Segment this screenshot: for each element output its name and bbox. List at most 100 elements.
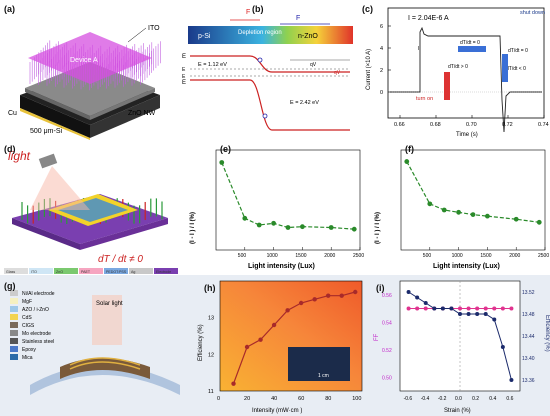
i-ytick-left: 0.52 xyxy=(382,348,392,354)
i-ytick-right: 13.52 xyxy=(522,290,535,296)
current-trace xyxy=(390,26,542,133)
psi-label: p-Si xyxy=(198,33,211,40)
solar-label: Solar light xyxy=(96,301,123,307)
f-xlabel: Light intensity (Lux) xyxy=(433,263,500,270)
panel-label-h: (h) xyxy=(204,283,216,293)
i-point-efficiency xyxy=(440,306,445,311)
chart-h-point xyxy=(325,293,331,298)
c-xtick-label: 0.72 xyxy=(502,122,513,128)
i-point-ff xyxy=(475,306,480,311)
si-layer-left xyxy=(20,95,90,138)
c-xlabel: Time (s) xyxy=(456,132,478,138)
i-ytick-right: 13.48 xyxy=(522,312,535,318)
c-ytick-label: 6 xyxy=(380,24,383,30)
cu-text: Cu xyxy=(8,110,17,117)
g-legend-label: Mica xyxy=(22,355,33,361)
i-point-efficiency xyxy=(475,312,480,316)
turnon-label: turn on xyxy=(416,96,433,102)
chart-e-point xyxy=(256,222,262,228)
zno-text: ZnO NW xyxy=(128,110,156,117)
c-ytick-label: 0 xyxy=(380,90,383,96)
chart-h-point xyxy=(285,308,290,313)
d-legend: Glass ITO ZnO PAET PEDOT:PSS Ag Electrode xyxy=(4,268,178,274)
ito-layer xyxy=(28,32,152,84)
panel-label-a: (a) xyxy=(4,4,15,14)
d-legend-swatch xyxy=(54,268,78,274)
d-legend-label: Glass xyxy=(6,270,15,274)
chart-f-xtick: 2000 xyxy=(509,253,520,259)
panel-e: (e) Light intensity (Lux) (I - I ) / I (… xyxy=(180,140,365,275)
chart-f-point xyxy=(470,212,476,218)
i-point-ff xyxy=(500,306,505,311)
qdvl-text: qV xyxy=(310,62,317,68)
chart-f-xtick: 1500 xyxy=(480,253,491,259)
chart-h-point xyxy=(353,289,358,295)
chart-f-xtick: 500 xyxy=(423,253,432,259)
i-point-efficiency xyxy=(500,345,505,349)
panel-label-e: (e) xyxy=(220,144,231,154)
g-legend-label: MgF xyxy=(22,299,32,305)
chart-e-point xyxy=(300,224,305,230)
g-legend-swatch xyxy=(10,346,18,352)
i-xtick: -0.4 xyxy=(421,396,430,402)
h-xtick: 20 xyxy=(244,396,250,402)
scale-label: 1 cm xyxy=(318,373,329,379)
chart-e-xtick: 1500 xyxy=(295,253,306,259)
panel-g: (g) Ni/Al electrode MgF AZO / i-ZnO CdS CIGS… xyxy=(0,275,190,416)
h-xtick: 40 xyxy=(271,396,277,402)
h-xlabel: Intensity (mW·cm ) xyxy=(252,408,302,414)
ito-text: ITO xyxy=(148,25,160,32)
i-xtick: -0.6 xyxy=(404,396,413,402)
fpe-label: F xyxy=(246,9,250,16)
i-xtick: 0.0 xyxy=(455,396,462,402)
d-legend-label: Electrode xyxy=(156,270,171,274)
d-legend-swatch xyxy=(29,268,53,274)
i-point-ff xyxy=(509,306,514,311)
i-point-ff xyxy=(406,306,411,311)
lamp-icon xyxy=(38,153,58,169)
d-legend-swatch xyxy=(104,268,128,274)
cigs-illustration: Ni/Al electrode MgF AZO / i-ZnO CdS CIGS Mo e… xyxy=(0,275,190,416)
g-legend-swatch xyxy=(10,314,18,320)
c-x-ticks: 0.66 0.68 0.70 0.72 0.74 xyxy=(394,115,549,128)
i-ytick-right: 13.44 xyxy=(522,334,535,340)
chart-e-point xyxy=(285,225,291,230)
e-ylabel: (I - I ) / I (%) xyxy=(190,212,196,244)
layer-bar xyxy=(188,26,353,44)
device-a-illustration: Device A ITO Cu ZnO NW 500 μm-Si xyxy=(8,25,161,140)
c-xtick-label: 0.66 xyxy=(394,122,405,128)
nzno-label: n-ZnO xyxy=(298,33,318,40)
si-layer-right xyxy=(90,95,160,138)
chart-f: Light intensity (Lux) (I - I ) / I (%) 5… xyxy=(375,149,549,270)
i-ylabel-left: FF xyxy=(374,333,380,341)
chart-e-point xyxy=(328,225,334,230)
formula-label: dT / dt ≠ 0 xyxy=(98,254,143,265)
chart-e-point xyxy=(351,226,357,232)
chart-f-point xyxy=(427,201,433,207)
i-point-ff xyxy=(423,306,428,311)
i-xlabel: Strain (%) xyxy=(444,408,471,414)
chart-f-point xyxy=(404,159,410,164)
panel-label-d: (d) xyxy=(4,144,16,154)
e-xlabel: Light intensity (Lux) xyxy=(248,263,315,270)
d-legend-label: Ag xyxy=(131,270,135,274)
c-ytick-label: 4 xyxy=(380,46,383,52)
i-point-efficiency xyxy=(432,306,437,311)
g-legend-label: Mo electrode xyxy=(22,331,51,337)
i-point-efficiency xyxy=(415,295,420,300)
h-xtick: 80 xyxy=(325,396,331,402)
h-ytick: 11 xyxy=(208,389,214,395)
i-point-ff xyxy=(483,306,488,311)
device-icon-2 xyxy=(444,72,450,100)
chart-e-xtick: 500 xyxy=(238,253,247,259)
chart-e-point xyxy=(242,215,248,221)
chart-h-line xyxy=(232,291,356,384)
i-xtick: 0.2 xyxy=(472,396,479,402)
eg1-text: E = 1.12 eV xyxy=(198,62,227,68)
h-xtick: 60 xyxy=(298,396,304,402)
shutdown-label: shut down xyxy=(520,10,545,16)
i-xtick: 0.6 xyxy=(506,396,513,402)
g-legend: Ni/Al electrode MgF AZO / i-ZnO CdS CIGS Mo e… xyxy=(10,290,55,361)
panel-label-g: (g) xyxy=(4,281,16,291)
i-ylabel-right: Efficiency (%) xyxy=(544,315,550,352)
